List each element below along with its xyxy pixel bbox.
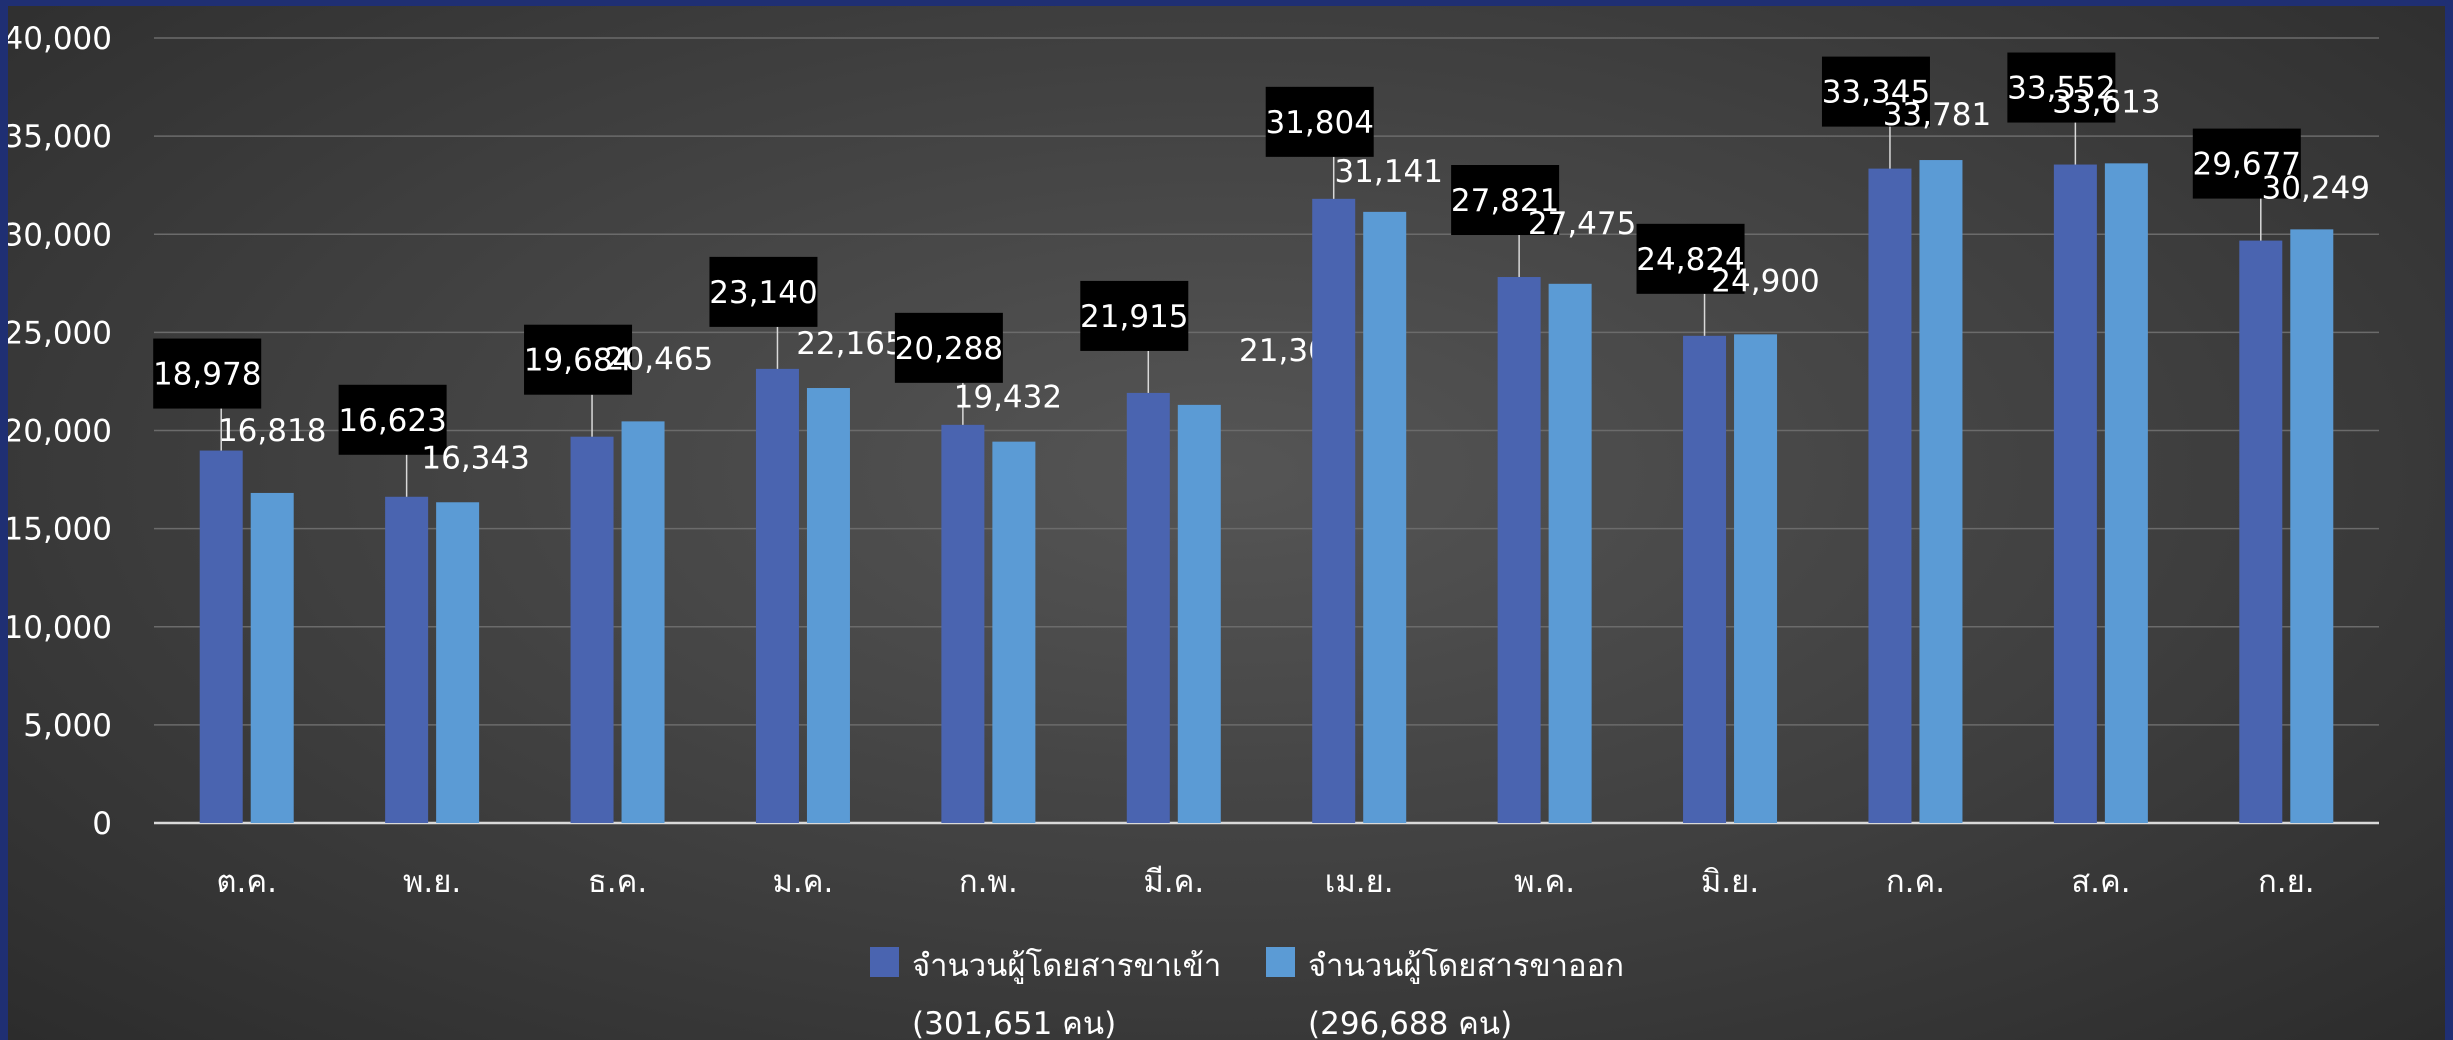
legend-swatch-inbound	[870, 947, 899, 977]
data-label-outbound: 33,781	[1883, 97, 1991, 133]
bar-inbound	[941, 424, 985, 823]
data-label-outbound: 20,465	[605, 341, 713, 377]
data-label-outbound: 16,343	[421, 440, 529, 476]
data-label-box	[1265, 86, 1374, 157]
x-category-label: ส.ค.	[2071, 864, 2130, 900]
data-label-box	[1080, 280, 1189, 351]
x-category-label: ต.ค.	[216, 864, 277, 900]
x-category-label: ก.ย.	[2258, 864, 2315, 900]
bar-outbound	[1548, 283, 1592, 824]
data-label-inbound: 18,978	[153, 357, 261, 393]
x-category-label: ก.ค.	[1886, 864, 1945, 900]
chart-area: 0 5,000 10,000 15,000 20,000 25,000 30,000 35,0…	[8, 6, 2445, 1040]
legend-swatch-outbound	[1266, 947, 1295, 977]
bar-outbound	[621, 421, 665, 823]
bar-inbound	[755, 368, 799, 823]
bar-outbound	[1919, 160, 1963, 824]
data-label-outbound: 27,475	[1528, 206, 1636, 242]
y-tick-label: 15,000	[8, 512, 112, 548]
data-label-box	[338, 384, 447, 455]
data-label-outbound: 31,141	[1334, 154, 1442, 190]
data-label-inbound: 24,824	[1636, 242, 1744, 278]
bar-inbound	[199, 450, 243, 823]
x-category-label: มิ.ย.	[1701, 864, 1759, 900]
bar-inbound	[2239, 240, 2283, 824]
x-category-label: มี.ค.	[1143, 864, 1204, 900]
data-label-box	[1636, 223, 1745, 294]
y-tick-label: 30,000	[8, 217, 112, 253]
legend-label-inbound: จำนวนผู้โดยสารขาเข้า	[912, 948, 1221, 984]
x-category-label: พ.ค.	[1514, 864, 1575, 900]
y-tick-label: 40,000	[8, 21, 112, 57]
bar-inbound	[1126, 392, 1170, 823]
data-label-outbound: 33,613	[2052, 84, 2160, 120]
x-category-label: เม.ย.	[1325, 864, 1394, 900]
y-tick-label: 10,000	[8, 610, 112, 646]
bar-outbound	[2290, 229, 2334, 823]
x-category-label: ม.ค.	[773, 864, 834, 900]
bar-inbound	[1497, 277, 1541, 823]
data-label-box	[2192, 128, 2301, 199]
bar-outbound	[250, 492, 294, 823]
data-label-box	[2007, 52, 2116, 123]
data-label-inbound: 19,684	[524, 343, 632, 379]
bar-inbound	[1683, 335, 1727, 823]
legend-label-outbound: จำนวนผู้โดยสารขาออก	[1308, 948, 1624, 984]
data-label-inbound: 16,623	[338, 403, 446, 439]
legend-total-inbound: (301,651 คน)	[912, 1006, 1116, 1040]
bar-outbound	[436, 502, 480, 823]
data-label-inbound: 21,915	[1080, 299, 1188, 335]
bar-inbound	[2053, 164, 2097, 824]
data-label-box	[524, 324, 633, 395]
y-tick-label: 20,000	[8, 414, 112, 450]
bar-inbound	[570, 436, 614, 823]
data-label-inbound: 27,821	[1451, 183, 1559, 219]
bar-outbound	[1177, 404, 1221, 823]
bar-inbound	[1312, 198, 1356, 823]
legend-total-outbound: (296,688 คน)	[1308, 1006, 1512, 1040]
bar-inbound	[1868, 168, 1912, 823]
bar-outbound	[806, 388, 850, 823]
data-label-inbound: 29,677	[2193, 147, 2301, 183]
bar-outbound	[2104, 163, 2148, 824]
data-label-outbound: 19,432	[954, 380, 1062, 416]
data-label-inbound: 31,804	[1265, 105, 1373, 141]
y-tick-label: 0	[92, 806, 112, 842]
bar-outbound	[1363, 211, 1407, 823]
y-tick-label: 5,000	[23, 708, 112, 744]
data-label-box	[1451, 165, 1560, 236]
data-label-box	[709, 256, 818, 327]
x-category-label: พ.ย.	[403, 864, 461, 900]
x-category-label: ธ.ค.	[588, 864, 647, 900]
bar-outbound	[992, 441, 1036, 823]
data-label-box	[153, 338, 262, 409]
data-label-box	[1821, 56, 1930, 127]
data-label-outbound: 24,900	[1711, 263, 1819, 299]
data-label-outbound: 30,249	[2262, 170, 2370, 206]
bar-inbound	[385, 496, 429, 823]
x-category-label: ก.พ.	[959, 864, 1018, 900]
data-label-inbound: 33,552	[2007, 71, 2115, 107]
data-label-inbound: 33,345	[1822, 75, 1930, 111]
data-label-inbound: 23,140	[709, 275, 817, 311]
y-tick-label: 25,000	[8, 315, 112, 351]
data-label-outbound: 16,818	[218, 413, 326, 449]
y-tick-label: 35,000	[8, 119, 112, 155]
bar-chart: 0 5,000 10,000 15,000 20,000 25,000 30,000 35,0…	[8, 21, 2379, 1040]
data-label-outbound: 22,165	[796, 326, 904, 362]
data-label-box	[894, 312, 1003, 383]
bar-outbound	[1734, 334, 1778, 823]
data-label-inbound: 20,288	[895, 331, 1003, 367]
